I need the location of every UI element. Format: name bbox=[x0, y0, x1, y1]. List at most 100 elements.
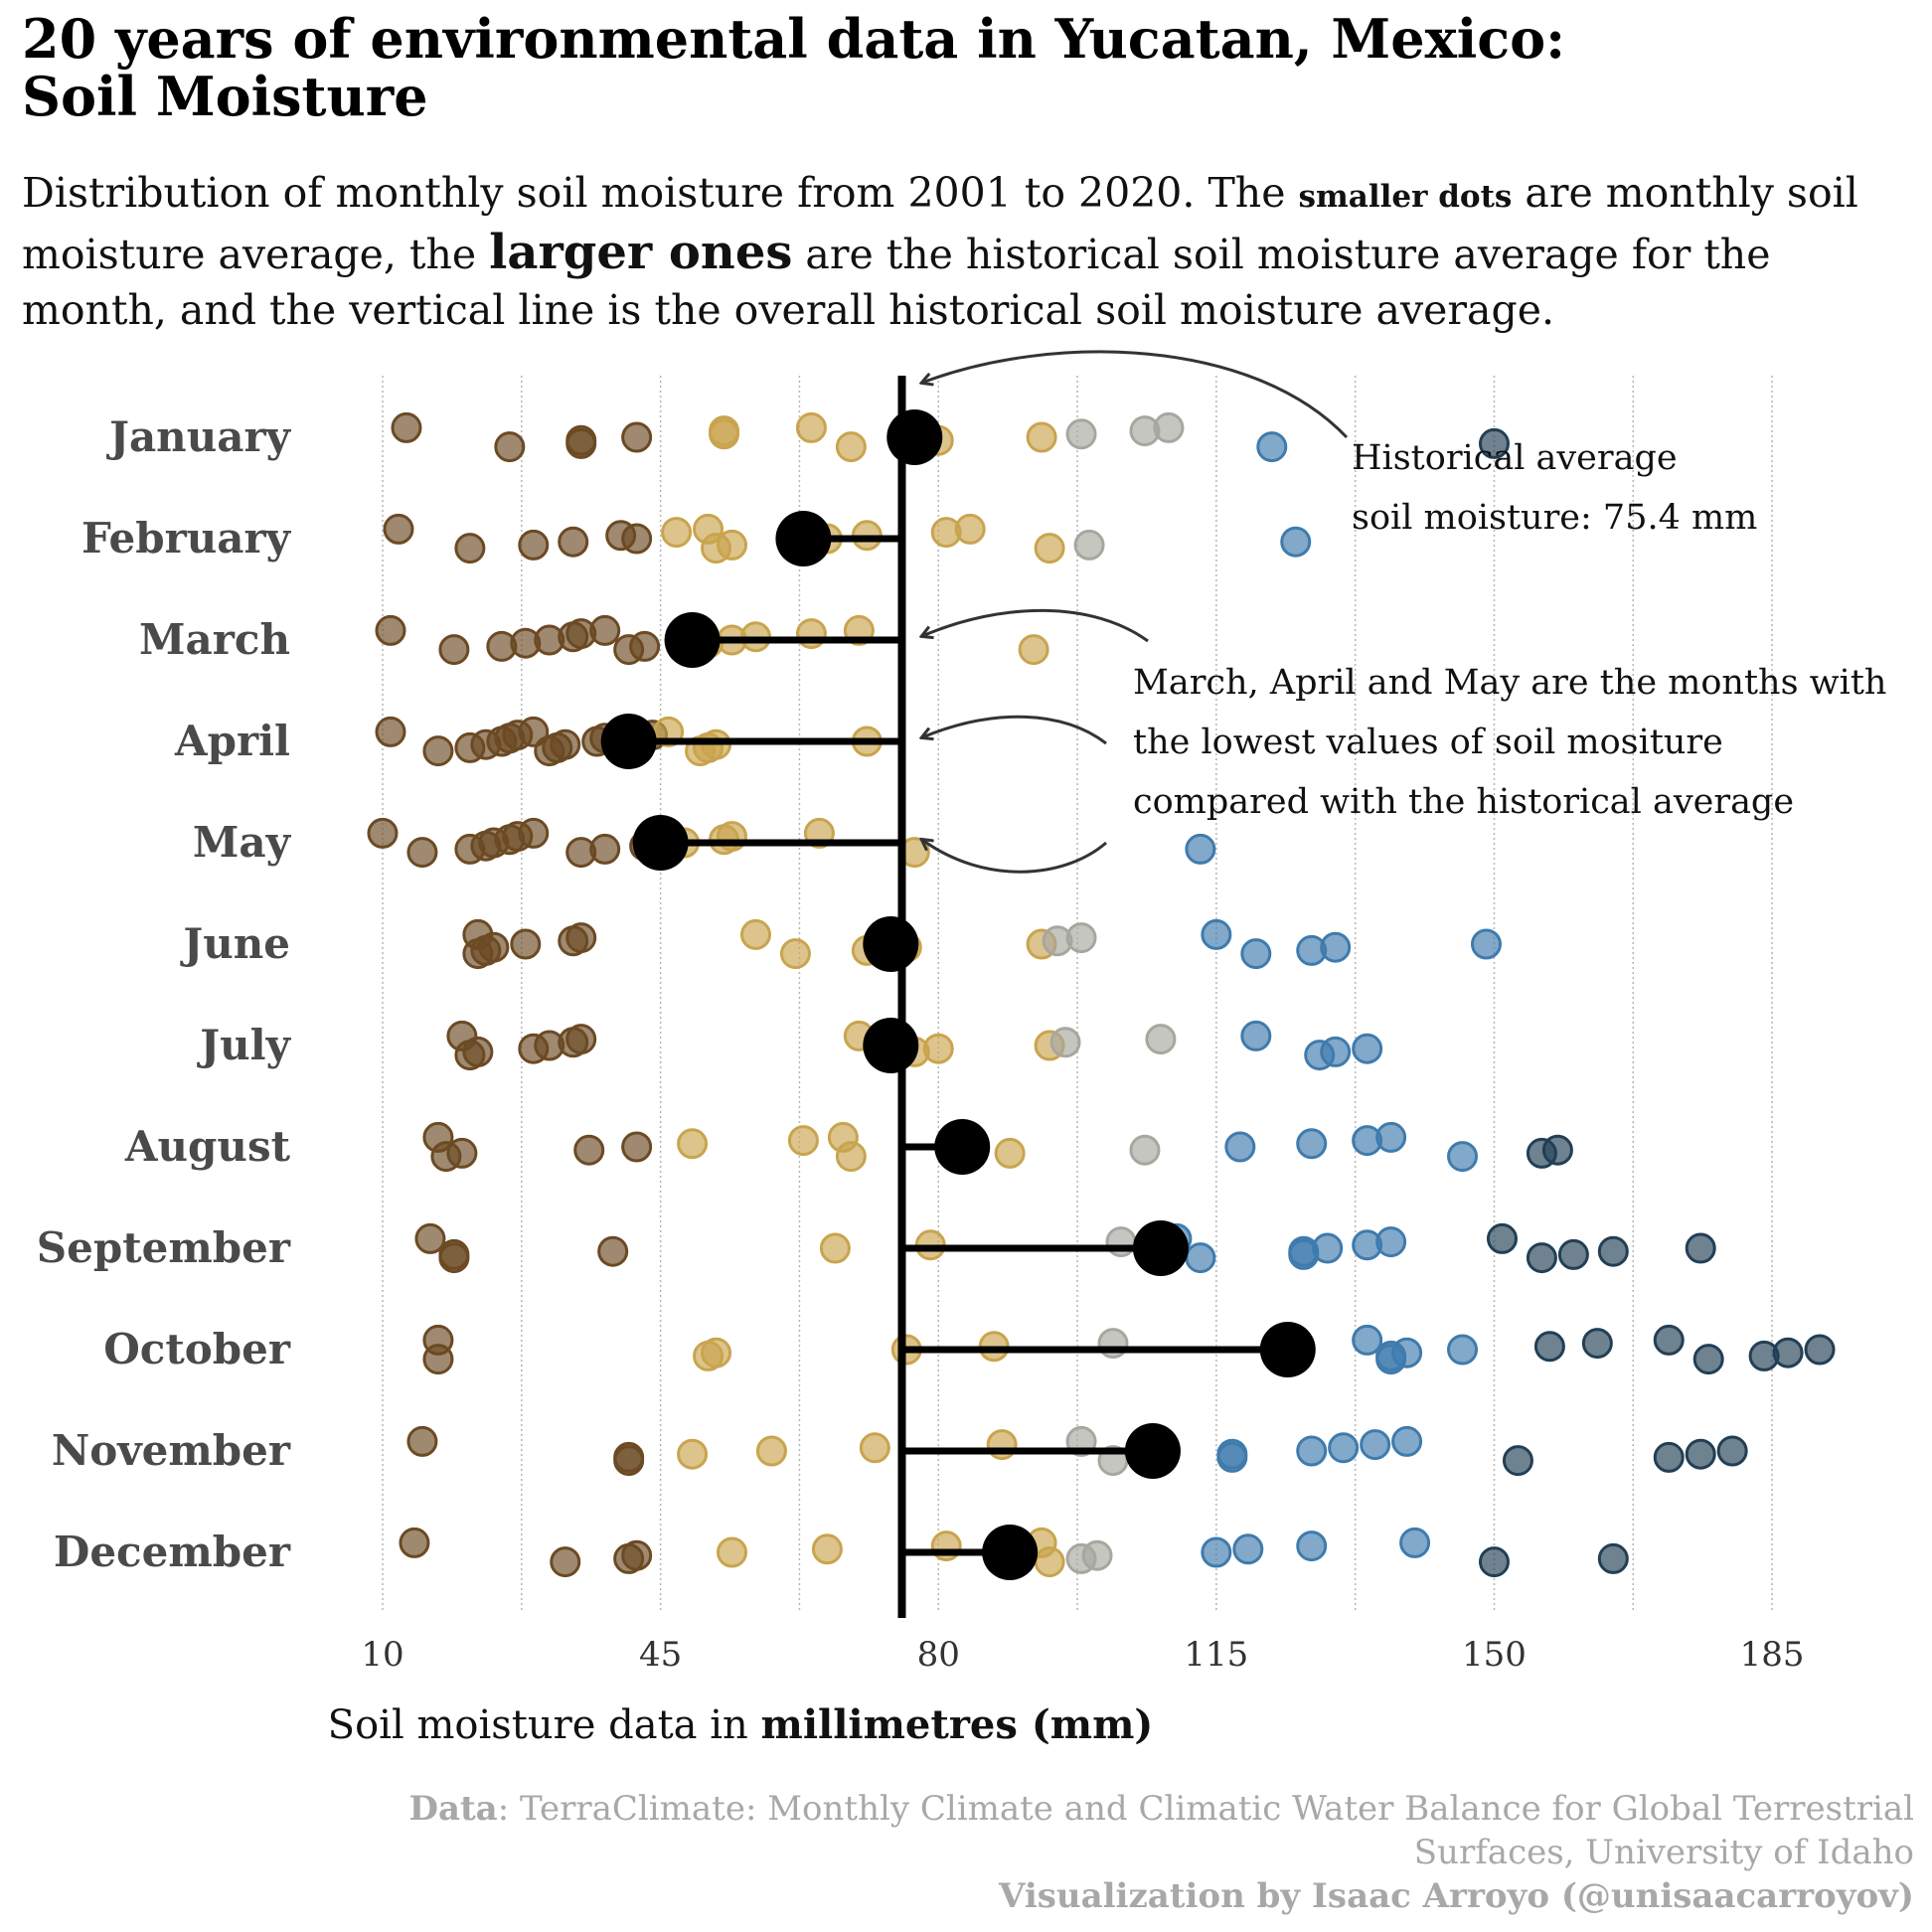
month-label-august: August bbox=[124, 1122, 291, 1171]
monthly-dot bbox=[922, 1033, 954, 1064]
monthly-dots bbox=[367, 411, 1836, 1578]
svg-text:Historical average soil: Historical average soil moisture: 75.4 m… bbox=[1352, 438, 1757, 538]
monthly-dot bbox=[835, 1141, 867, 1173]
soil-moisture-chart: January February March April May June July Augu… bbox=[37, 350, 1898, 1675]
monthly-dot bbox=[1533, 1331, 1565, 1363]
monthly-mean-dot bbox=[1132, 1220, 1189, 1276]
monthly-dot bbox=[1256, 431, 1288, 463]
monthly-dot bbox=[859, 1432, 890, 1464]
monthly-dot bbox=[1375, 1121, 1407, 1153]
monthly-dot bbox=[1470, 928, 1502, 960]
title-line-2: Soil Moisture bbox=[22, 65, 428, 128]
monthly-dot bbox=[454, 533, 486, 564]
monthly-dot bbox=[1541, 1134, 1573, 1166]
monthly-dot bbox=[1526, 1242, 1557, 1274]
monthly-dot bbox=[994, 1137, 1026, 1169]
monthly-dot bbox=[739, 918, 771, 950]
month-label-july: July bbox=[196, 1021, 291, 1069]
monthly-dot bbox=[1447, 1141, 1479, 1173]
x-tick-label: 45 bbox=[639, 1635, 682, 1675]
monthly-dot bbox=[565, 922, 597, 954]
mean-segments bbox=[628, 433, 1288, 1556]
month-label-february: February bbox=[81, 514, 292, 563]
monthly-dot bbox=[438, 634, 470, 666]
monthly-mean-dot bbox=[664, 612, 721, 668]
monthly-dot bbox=[1224, 1131, 1256, 1163]
monthly-dot bbox=[1502, 1445, 1533, 1477]
monthly-dot bbox=[1065, 922, 1097, 954]
monthly-dot bbox=[406, 1425, 438, 1457]
monthly-dot bbox=[954, 513, 986, 545]
monthly-dot bbox=[1049, 1027, 1081, 1058]
monthly-dot bbox=[1328, 1432, 1360, 1464]
monthly-dot bbox=[1391, 1337, 1423, 1368]
month-labels: January February March April May June July Augu… bbox=[37, 412, 292, 1576]
chart-subtitle: Distribution of monthly soil moisture fr… bbox=[22, 165, 1890, 338]
month-label-november: November bbox=[52, 1426, 291, 1475]
subtitle-bold-small-dots: smaller dots bbox=[1298, 179, 1513, 215]
monthly-dot bbox=[717, 1536, 748, 1568]
monthly-dot bbox=[1716, 1435, 1748, 1467]
monthly-dot bbox=[1320, 1036, 1352, 1067]
subtitle-bold-larger-ones: larger ones bbox=[489, 225, 793, 280]
monthly-dot bbox=[1185, 833, 1216, 865]
monthly-mean-dot bbox=[863, 1018, 919, 1073]
x-axis-title: Soil moisture data in millimetres (mm) bbox=[0, 1701, 1481, 1748]
annotation-arrow-may bbox=[922, 840, 1107, 874]
monthly-mean-dot bbox=[1124, 1423, 1181, 1479]
monthly-dot bbox=[1201, 918, 1232, 950]
monthly-dot bbox=[558, 526, 589, 558]
monthly-dot bbox=[1352, 1324, 1383, 1356]
monthly-dot bbox=[1320, 931, 1352, 963]
monthly-dot bbox=[677, 1438, 709, 1470]
monthly-dot bbox=[573, 1134, 605, 1166]
monthly-dot bbox=[1296, 1530, 1328, 1562]
monthly-dot bbox=[1185, 1242, 1216, 1274]
monthly-dot bbox=[1240, 938, 1272, 970]
monthly-dot bbox=[1597, 1542, 1629, 1574]
annotation-low-months: March, April and May are the months with… bbox=[922, 608, 1898, 874]
monthly-dot bbox=[1478, 427, 1510, 459]
monthly-dot bbox=[597, 1235, 629, 1267]
monthly-dot bbox=[422, 1344, 454, 1375]
monthly-dot bbox=[589, 614, 621, 646]
monthly-dot bbox=[367, 817, 399, 849]
monthly-dot bbox=[1216, 1438, 1248, 1470]
svg-text:March, April and May are the m: March, April and May are the months with… bbox=[1133, 663, 1898, 822]
annotation-low-line-3: compared with the historical average bbox=[1133, 782, 1794, 822]
monthly-dot bbox=[1129, 1134, 1161, 1166]
monthly-dot bbox=[1296, 1128, 1328, 1160]
x-tick-label: 10 bbox=[361, 1635, 403, 1675]
monthly-dot bbox=[819, 1232, 851, 1264]
monthly-dot bbox=[494, 431, 526, 463]
monthly-dot bbox=[701, 1337, 732, 1368]
monthly-dot bbox=[709, 415, 740, 447]
monthly-mean-dot bbox=[934, 1119, 991, 1175]
monthly-dot bbox=[510, 928, 542, 960]
monthly-dot bbox=[1280, 526, 1312, 558]
subtitle-part-1: Distribution of monthly soil moisture fr… bbox=[22, 169, 1299, 217]
monthly-mean-dot bbox=[775, 511, 832, 566]
monthly-dot bbox=[1653, 1324, 1685, 1356]
caption-visualization-credit: Visualization by Isaac Arroyo (@unisaaca… bbox=[999, 1876, 1914, 1916]
monthly-dot bbox=[1685, 1232, 1716, 1264]
monthly-dot bbox=[375, 716, 406, 747]
monthly-dot bbox=[621, 1539, 653, 1571]
monthly-dot bbox=[399, 1527, 430, 1558]
x-tick-label: 80 bbox=[917, 1635, 960, 1675]
x-tick-label: 185 bbox=[1740, 1635, 1805, 1675]
month-label-april: April bbox=[174, 717, 290, 765]
monthly-dot bbox=[1399, 1527, 1431, 1558]
x-axis-title-prefix: Soil moisture data in bbox=[327, 1702, 761, 1748]
monthly-dot bbox=[605, 520, 637, 552]
monthly-dot bbox=[1034, 533, 1065, 564]
monthly-dot bbox=[1153, 411, 1185, 443]
monthly-dot bbox=[1772, 1337, 1804, 1368]
monthly-dot bbox=[1232, 1533, 1264, 1565]
monthly-dot bbox=[1201, 1536, 1232, 1568]
monthly-dot bbox=[550, 728, 581, 760]
monthly-dot bbox=[779, 938, 811, 970]
monthly-dot bbox=[1581, 1328, 1613, 1360]
monthly-dot bbox=[1312, 1232, 1344, 1264]
x-tick-labels: 10 45 80 115 150 185 bbox=[361, 1635, 1804, 1675]
